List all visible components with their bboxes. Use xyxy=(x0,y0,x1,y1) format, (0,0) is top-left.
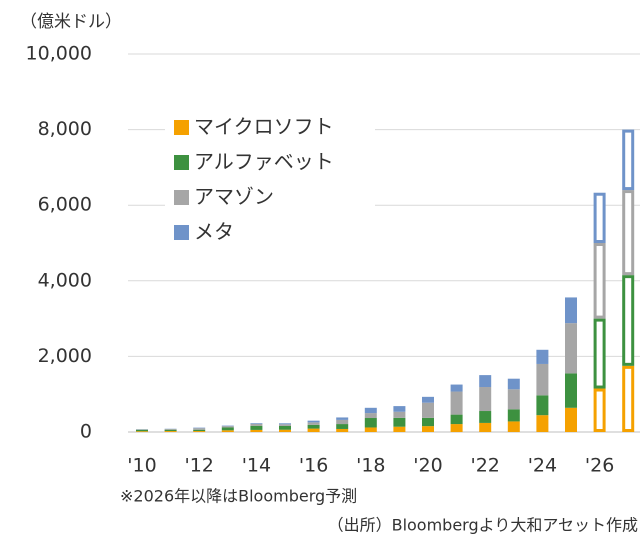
bar-segment xyxy=(364,407,377,414)
bar-segment xyxy=(307,422,320,425)
bar-segment xyxy=(336,424,349,429)
bar-segment xyxy=(250,423,263,426)
bar-segment xyxy=(422,396,434,403)
x-tick-label: '14 xyxy=(242,455,271,477)
forecast-bar-segment xyxy=(622,190,635,276)
note: ※2026年以降はBloomberg予測 xyxy=(120,487,357,506)
forecast-bar-segment xyxy=(593,388,606,432)
bar-segment xyxy=(450,424,463,432)
bar-segment xyxy=(450,414,463,425)
y-tick-label: 4,000 xyxy=(38,269,92,291)
forecast-bar-segment xyxy=(593,243,606,319)
forecast-bar-segment xyxy=(593,192,606,243)
bar-segment xyxy=(164,431,177,432)
forecast-bar-segment xyxy=(622,129,635,191)
bar-segment xyxy=(307,428,320,432)
bar-segment xyxy=(250,423,263,424)
legend-swatch xyxy=(174,120,189,135)
y-tick-label: 0 xyxy=(80,421,92,443)
bar-segment xyxy=(279,429,291,432)
bar-segment xyxy=(164,428,177,430)
legend-label: アルファベット xyxy=(194,150,334,174)
bar-segment xyxy=(336,419,349,425)
bar-segment xyxy=(193,427,206,429)
bar-segment xyxy=(221,427,234,431)
forecast-bar-segment xyxy=(622,365,635,433)
bar-segment xyxy=(422,402,434,418)
bar-segment xyxy=(536,349,549,364)
bar-segment xyxy=(393,411,406,418)
x-tick-label: '12 xyxy=(184,455,213,477)
bar-segment xyxy=(393,406,406,412)
bar-segment xyxy=(221,430,234,432)
bar-segment xyxy=(393,426,406,432)
bar-segment xyxy=(221,426,234,428)
bar-segment xyxy=(536,395,549,416)
legend-label: マイクロソフト xyxy=(194,115,334,139)
y-tick-label: 8,000 xyxy=(38,118,92,140)
bar-segment xyxy=(507,409,520,422)
bar-segment xyxy=(565,297,577,324)
bar-segment xyxy=(422,417,434,427)
bar-segment xyxy=(364,427,377,432)
legend-background xyxy=(165,108,375,248)
y-tick-label: 6,000 xyxy=(38,194,92,216)
x-tick-label: '18 xyxy=(356,455,385,477)
bar-segment xyxy=(479,387,492,412)
bar-segment xyxy=(193,431,206,432)
bar-segment xyxy=(364,413,377,419)
bar-segment xyxy=(565,323,577,374)
bar-segment xyxy=(565,407,577,432)
bar-segment xyxy=(422,426,434,432)
y-axis-label: （億米ドル） xyxy=(20,12,122,32)
forecast-bar-segment xyxy=(593,318,606,389)
bar-segment xyxy=(507,378,520,390)
bar-segment xyxy=(136,431,148,432)
x-tick-label: '26 xyxy=(585,455,614,477)
bar-segment xyxy=(393,417,406,427)
bar-segment xyxy=(364,418,377,428)
legend-swatch xyxy=(174,190,189,205)
bar-segment xyxy=(136,429,148,432)
bar-segment xyxy=(565,373,577,408)
bar-segment xyxy=(221,425,234,427)
source: （出所）Bloombergより大和アセット作成 xyxy=(328,516,638,535)
bar-segment xyxy=(479,411,492,423)
bar-segment xyxy=(279,424,291,426)
y-tick-label: 2,000 xyxy=(38,345,92,367)
bar-segment xyxy=(336,428,349,432)
y-tick-label: 10,000 xyxy=(26,43,92,65)
bar-segment xyxy=(507,389,520,410)
bar-segment xyxy=(450,391,463,415)
x-tick-label: '20 xyxy=(413,455,442,477)
forecast-bar-segment xyxy=(622,275,635,366)
bar-segment xyxy=(450,384,463,392)
bar-segment xyxy=(193,429,206,432)
legend-label: メタ xyxy=(194,220,234,244)
bar-segment xyxy=(250,429,263,432)
bar-segment xyxy=(336,417,349,420)
legend-label: アマゾン xyxy=(194,185,274,209)
bar-segment xyxy=(536,363,549,396)
legend-swatch xyxy=(174,225,189,240)
bar-segment xyxy=(250,425,263,430)
x-tick-label: '16 xyxy=(299,455,328,477)
bar-segment xyxy=(307,424,320,429)
bar-segment xyxy=(479,375,492,388)
bar-segment xyxy=(479,422,492,432)
x-tick-label: '24 xyxy=(528,455,557,477)
bar-segment xyxy=(507,421,520,432)
bar-segment xyxy=(164,429,177,432)
x-tick-label: '22 xyxy=(470,455,499,477)
x-tick-label: '10 xyxy=(127,455,156,477)
bar-segment xyxy=(536,415,549,432)
bar-segment xyxy=(307,420,320,423)
legend-swatch xyxy=(174,155,189,170)
bar-segment xyxy=(193,428,206,430)
bar-segment xyxy=(279,423,291,425)
bar-segment xyxy=(279,425,291,430)
